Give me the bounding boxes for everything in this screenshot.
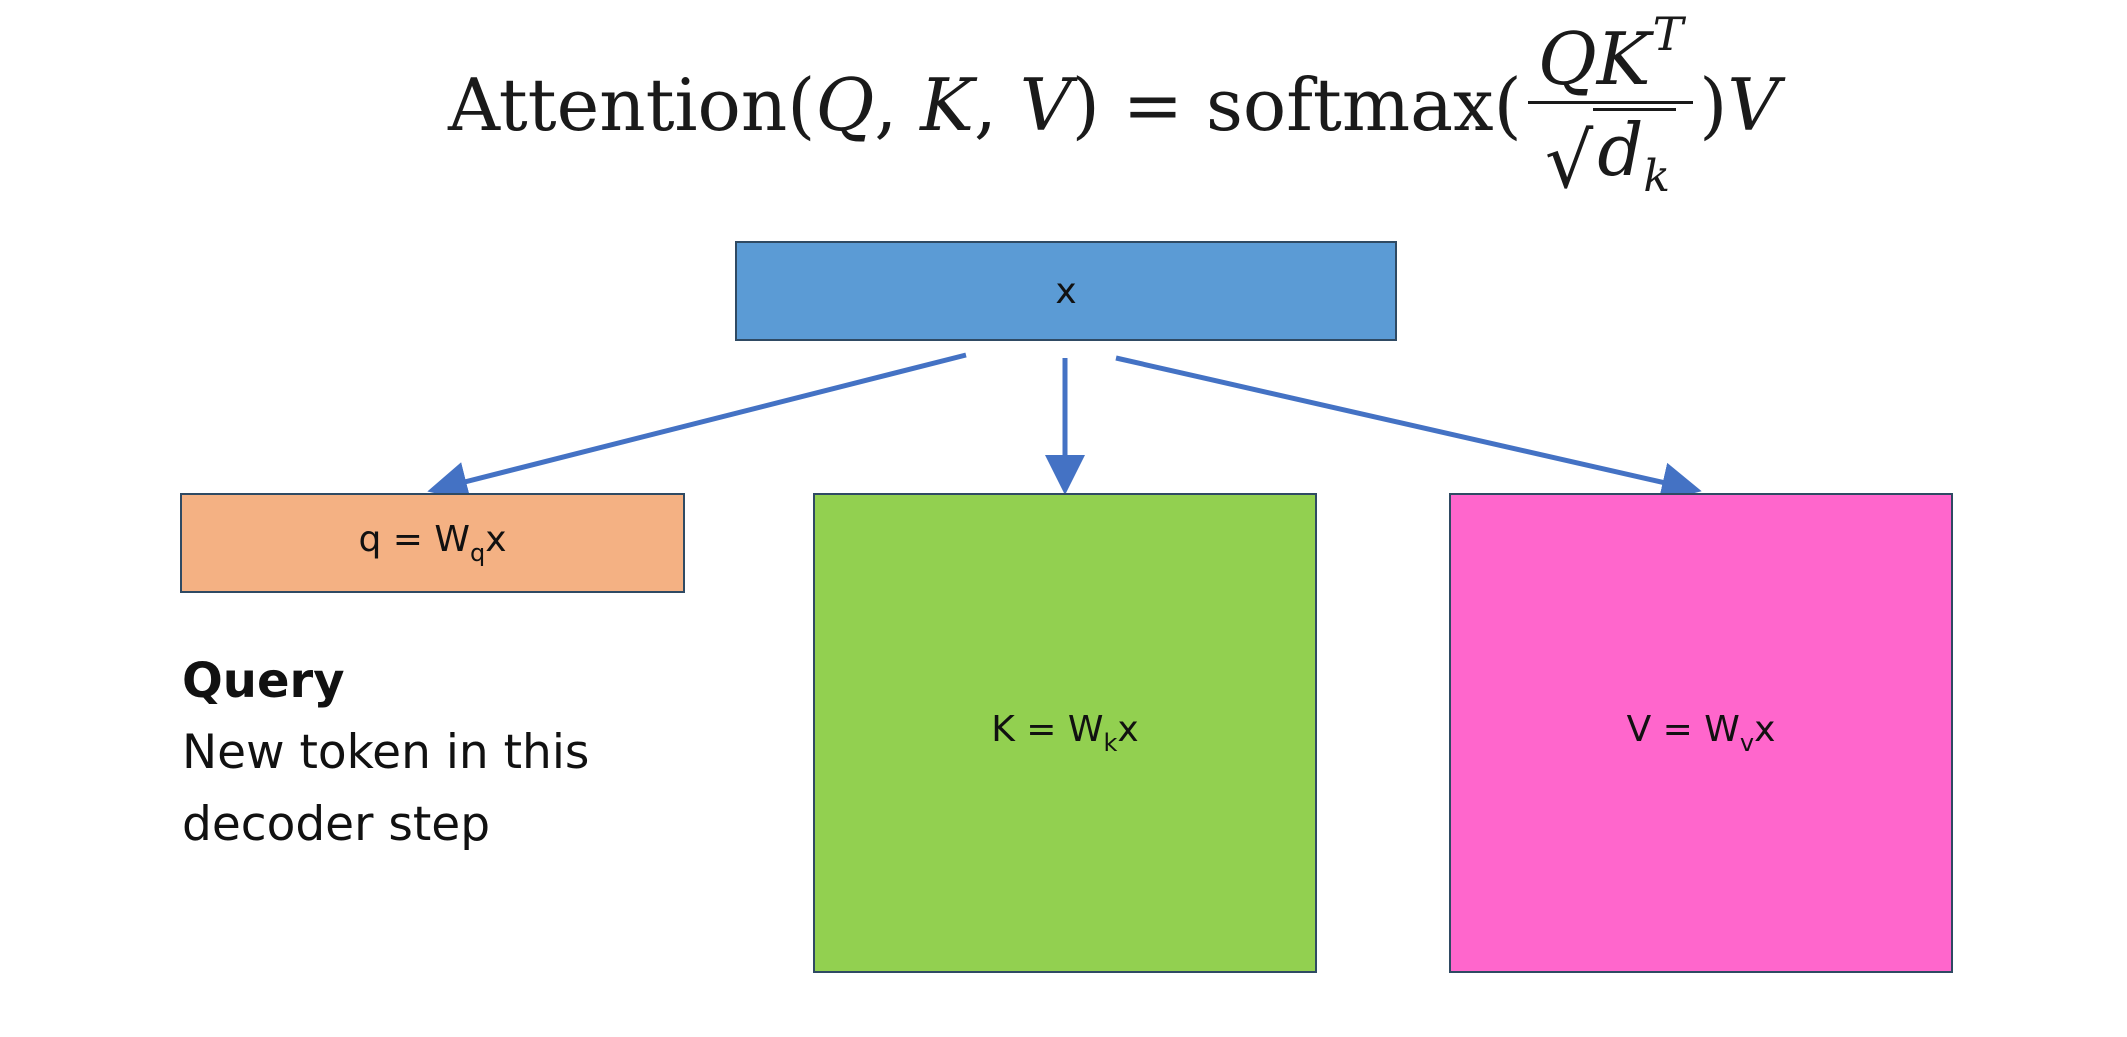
numerator-q: Q xyxy=(1537,16,1597,101)
key-label-subscript: k xyxy=(1103,729,1118,757)
formula-close-paren: ) xyxy=(1071,63,1100,147)
formula-denominator: √ dk xyxy=(1544,104,1677,205)
formula-softmax: softmax xyxy=(1205,63,1494,147)
value-box: V = Wvx xyxy=(1449,493,1953,973)
formula-tail-v: V xyxy=(1727,63,1780,147)
value-label-tail: x xyxy=(1754,709,1776,750)
arrow-x-to-q xyxy=(427,352,967,502)
arrow-x-to-v xyxy=(1115,355,1702,502)
key-label-tail: x xyxy=(1117,709,1139,750)
formula-function-name: Attention xyxy=(448,63,788,147)
value-label-main: V = W xyxy=(1626,709,1740,750)
numerator-k: K xyxy=(1596,16,1651,101)
formula-softmax-close-paren: ) xyxy=(1699,63,1728,147)
formula-comma: , xyxy=(973,63,997,147)
input-x-label: x xyxy=(1055,270,1077,312)
value-box-label: V = Wvx xyxy=(1627,709,1776,757)
attention-formula: Attention ( Q , K , V ) = softmax ( QKT … xyxy=(448,6,1780,205)
formula-softmax-open-paren: ( xyxy=(1493,63,1522,147)
input-x-box: x xyxy=(735,241,1397,341)
key-box: K = Wkx xyxy=(813,493,1317,973)
formula-arg-k: K xyxy=(920,63,974,147)
sqrt-body: dk xyxy=(1593,108,1677,203)
formula-open-paren: ( xyxy=(787,63,816,147)
query-box: q = Wqx xyxy=(180,493,685,593)
denominator-k-subscript: k xyxy=(1643,151,1671,203)
formula-arg-q: Q xyxy=(815,63,875,147)
formula-numerator: QKT xyxy=(1527,6,1694,105)
query-box-label: q = Wqx xyxy=(358,519,506,567)
query-label-main: q = W xyxy=(358,519,470,560)
query-label-subscript: q xyxy=(469,539,486,567)
key-box-label: K = Wkx xyxy=(991,709,1138,757)
denominator-d: d xyxy=(1597,108,1644,193)
formula-comma: , xyxy=(874,63,898,147)
formula-equals: = xyxy=(1122,63,1184,147)
query-title: Query xyxy=(182,653,345,709)
numerator-transpose: T xyxy=(1652,6,1684,61)
formula-arg-v: V xyxy=(1019,63,1072,147)
query-label-tail: x xyxy=(485,519,507,560)
query-description: New token in this decoder step xyxy=(182,725,590,852)
sqrt-icon: √ xyxy=(1544,115,1594,205)
query-description-block: Query New token in this decoder step xyxy=(182,645,652,861)
value-label-subscript: v xyxy=(1739,729,1755,757)
key-label-main: K = W xyxy=(991,709,1104,750)
formula-fraction: QKT √ dk xyxy=(1527,6,1694,205)
